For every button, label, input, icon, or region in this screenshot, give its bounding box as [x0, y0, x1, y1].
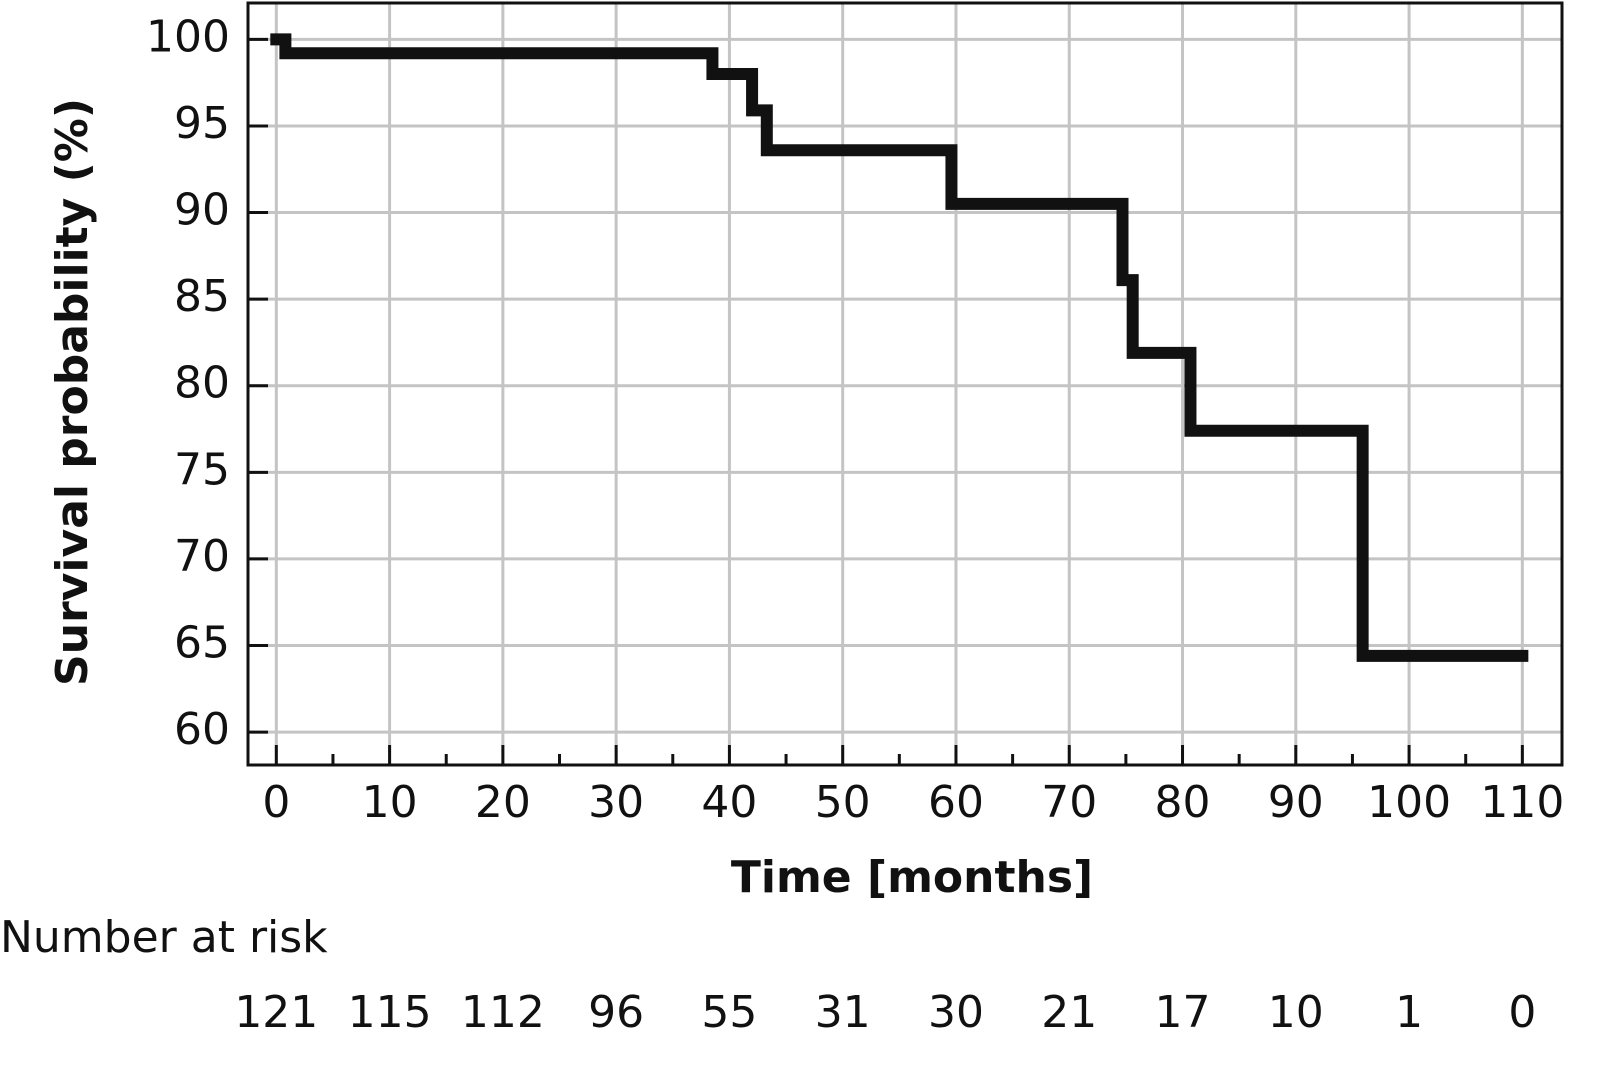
- risk-count: 115: [348, 987, 432, 1038]
- y-tick-label: 80: [174, 358, 230, 409]
- y-tick-label: 90: [174, 185, 230, 236]
- risk-count: 30: [928, 987, 984, 1038]
- y-tick-label: 100: [146, 11, 230, 62]
- risk-count: 112: [461, 987, 545, 1038]
- x-tick-label: 90: [1268, 777, 1324, 828]
- risk-count: 10: [1268, 987, 1324, 1038]
- x-axis-label: Time [months]: [731, 852, 1093, 903]
- y-tick-label: 60: [174, 704, 230, 755]
- x-tick-label: 80: [1155, 777, 1211, 828]
- risk-count: 31: [815, 987, 871, 1038]
- x-tick-label: 40: [701, 777, 757, 828]
- y-tick-label: 95: [174, 98, 230, 149]
- x-tick-label: 100: [1367, 777, 1451, 828]
- risk-table-title: Number at risk: [0, 912, 328, 963]
- risk-count: 17: [1155, 987, 1211, 1038]
- risk-count: 121: [234, 987, 318, 1038]
- y-tick-label: 75: [174, 444, 230, 495]
- x-tick-label: 10: [362, 777, 418, 828]
- risk-count: 96: [588, 987, 644, 1038]
- risk-count: 0: [1508, 987, 1536, 1038]
- y-tick-label: 65: [174, 618, 230, 669]
- x-tick-label: 20: [475, 777, 531, 828]
- x-tick-label: 110: [1480, 777, 1564, 828]
- survival-curve: [270, 33, 1529, 662]
- plot-frame: [246, 1, 1564, 767]
- risk-count: 1: [1395, 987, 1423, 1038]
- y-tick-label: 70: [174, 531, 230, 582]
- x-tick-label: 60: [928, 777, 984, 828]
- x-tick-label: 70: [1041, 777, 1097, 828]
- risk-count: 55: [701, 987, 757, 1038]
- y-axis-label: Survival probability (%): [47, 98, 98, 686]
- y-tick-label: 85: [174, 271, 230, 322]
- x-tick-label: 0: [262, 777, 290, 828]
- x-tick-label: 50: [815, 777, 871, 828]
- risk-count: 21: [1041, 987, 1097, 1038]
- x-tick-label: 30: [588, 777, 644, 828]
